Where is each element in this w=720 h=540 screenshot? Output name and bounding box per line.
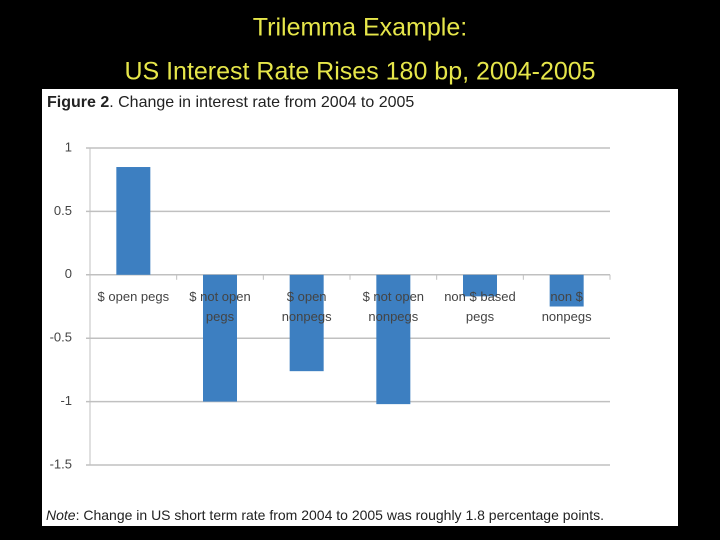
y-tick-label: -1.5	[50, 456, 72, 471]
figure-panel	[42, 89, 678, 526]
y-tick-label: -1	[60, 393, 72, 408]
y-tick-label: 0.5	[54, 203, 72, 218]
x-tick-label: $ not open nonpegs	[362, 288, 425, 324]
figure-label: Figure 2	[47, 94, 109, 111]
bar	[549, 274, 584, 307]
x-tick-label: $ not open pegs	[189, 288, 251, 324]
y-tick-label: 1	[65, 139, 72, 154]
slide-title-line1: Trilemma Example:	[253, 14, 467, 42]
x-tick-label: $ open pegs	[97, 288, 170, 304]
bar	[289, 274, 324, 372]
figure-note: Note: Change in US short term rate from …	[46, 507, 604, 523]
y-tick-label: -0.5	[50, 330, 72, 345]
slide-title-line2: US Interest Rate Rises 180 bp, 2004-2005	[124, 58, 595, 86]
figure-heading: Figure 2. Change in interest rate from 2…	[47, 94, 414, 111]
bar	[463, 274, 497, 297]
figure-title: . Change in interest rate from 2004 to 2…	[109, 94, 414, 111]
bar	[203, 274, 237, 402]
x-tick-label: non $ based pegs	[444, 288, 516, 324]
bar	[376, 274, 411, 405]
note-label: Note	[46, 507, 76, 523]
bar	[116, 167, 151, 275]
x-tick-label: $ open nonpegs	[281, 288, 332, 324]
y-tick-label: 0	[65, 266, 72, 281]
x-tick-label: non $ nonpegs	[541, 288, 592, 324]
note-text: : Change in US short term rate from 2004…	[76, 507, 604, 523]
